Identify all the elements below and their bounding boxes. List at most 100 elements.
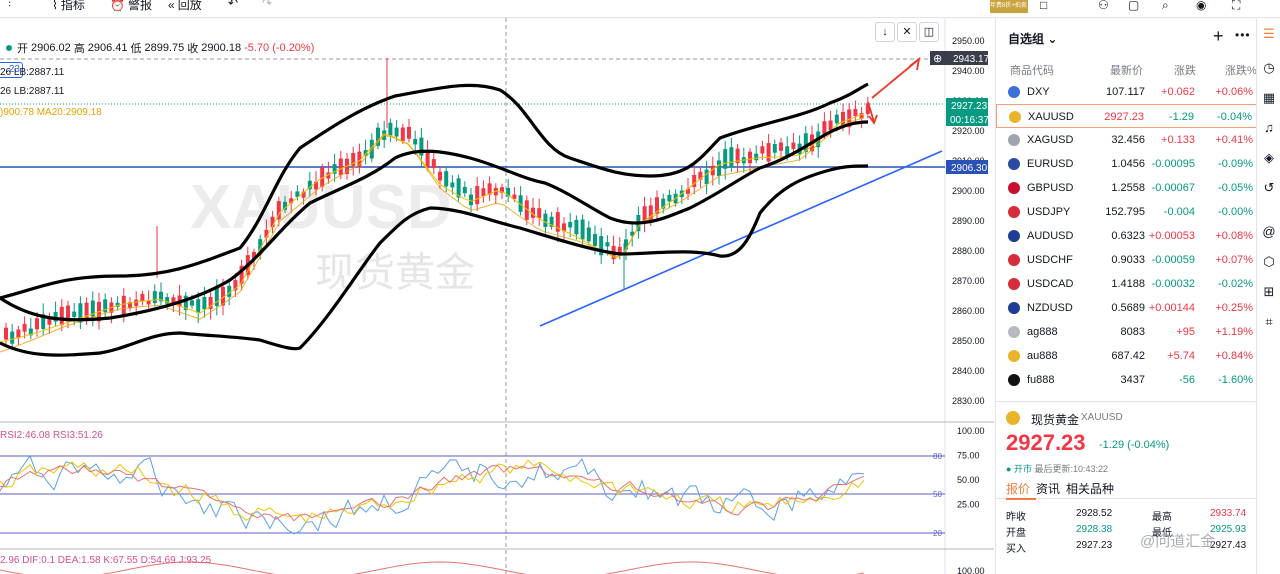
close-pane-icon[interactable]: ✕ <box>897 22 917 42</box>
replay-label: 回放 <box>177 0 202 12</box>
sell-value: 2927.43 <box>1210 540 1247 551</box>
row-percent: -0.09% <box>1218 158 1253 170</box>
open-label: 开 <box>17 43 28 55</box>
ohlc-legend: 开 2906.02 高 2906.41 低 2899.75 收 2900.18 -5.7… <box>0 40 314 56</box>
watchlist-row-nzdusd[interactable]: NZDUSD 0.5689 +0.00144 +0.25% <box>996 296 1257 320</box>
row-last: 32.456 <box>1111 134 1145 146</box>
bell-icon[interactable]: ♫ <box>1264 120 1274 135</box>
watchlist-row-ag888[interactable]: ag888 8083 +95 +1.19% <box>996 320 1257 344</box>
redo-icon[interactable]: ↷ <box>262 0 273 10</box>
trendline[interactable] <box>539 150 943 327</box>
row-change: +0.062 <box>1161 86 1195 98</box>
add-symbol-icon[interactable]: + <box>1213 26 1224 46</box>
row-change: -0.00032 <box>1151 278 1195 290</box>
rsi-tick: 100.00 <box>957 426 985 436</box>
indicators-label: 指标 <box>60 0 85 12</box>
replay-button[interactable]: « 回放 <box>168 0 202 13</box>
col-code[interactable]: 商品代码 <box>1010 65 1054 77</box>
buy-label: 买入 <box>1006 544 1026 555</box>
tab-quote[interactable]: 报价 <box>1006 482 1031 496</box>
row-percent: -1.60% <box>1218 374 1253 386</box>
ma-legend-text: )900.78 MA20:2909.18 <box>0 107 102 118</box>
indicators-button[interactable]: ⌇ 指标 <box>52 0 85 13</box>
watchlist-title[interactable]: 自选组 ⌄ <box>1008 30 1057 47</box>
candlestick-series <box>4 58 870 350</box>
watchlist-row-dxy[interactable]: DXY 107.117 +0.062 +0.06% <box>996 80 1257 104</box>
chart-type-icon[interactable]: ⫶ <box>8 0 12 10</box>
tab-related[interactable]: 相关品种 <box>1066 482 1115 496</box>
at-icon[interactable]: @ <box>1262 224 1276 239</box>
watchlist-columns: 商品代码 最新价 涨跌 涨跌% <box>996 60 1257 78</box>
history-icon[interactable]: ↺ <box>1263 180 1275 195</box>
low-label: 低 <box>130 43 142 55</box>
watchlist-row-audusd[interactable]: AUDUSD 0.6323 +0.00053 +0.08% <box>996 224 1257 248</box>
col-pct[interactable]: 涨跌% <box>1225 65 1257 77</box>
row-last: 3437 <box>1120 374 1145 386</box>
row-symbol: fu888 <box>1027 374 1055 386</box>
rsi-tick: 50.00 <box>957 475 980 485</box>
tab-news[interactable]: 资讯 <box>1036 482 1061 496</box>
flag-icon <box>1008 182 1020 194</box>
scroll-down-icon[interactable]: ↓ <box>875 22 895 42</box>
flag-icon <box>1008 326 1020 338</box>
calendar-icon[interactable]: ▦ <box>1262 90 1276 105</box>
row-last: 0.6323 <box>1111 230 1145 242</box>
watchlist-icon[interactable]: ☰ <box>1263 26 1275 41</box>
watchlist-row-xauusd[interactable]: XAUUSD 2927.23 -1.29 -0.04% <box>996 104 1257 128</box>
alert-label: 警报 <box>127 0 152 12</box>
chart-canvas[interactable]: XAUUSD 现货黄金 2950.002940.002930.002920.00… <box>0 18 994 574</box>
indicator-value-tag[interactable]: .23 <box>0 62 23 78</box>
watchlist-row-usdchf[interactable]: USDCHF 0.9033 -0.00059 +0.07% <box>996 248 1257 272</box>
watchlist-row-eurusd[interactable]: EURUSD 1.0456 -0.00095 -0.09% <box>996 152 1257 176</box>
col-chg[interactable]: 涨跌 <box>1174 65 1196 77</box>
detail-tabs: 报价 资讯 相关品种 <box>1006 480 1114 497</box>
rsi-level: 80 <box>933 452 942 461</box>
watchlist-row-au888[interactable]: au888 687.42 +5.74 +0.84% <box>996 344 1257 368</box>
price-tick: 2830.00 <box>952 396 985 406</box>
more-icon[interactable]: ••• <box>1235 28 1251 42</box>
camera-icon[interactable]: ◉ <box>1196 0 1207 12</box>
row-change: -0.00067 <box>1151 182 1195 194</box>
price-tick: 2890.00 <box>952 216 985 226</box>
promo-banner[interactable]: 年费8折+拍卖新规 <box>990 0 1028 13</box>
watchlist-row-usdjpy[interactable]: USDJPY 152.795 -0.004 -0.00% <box>996 200 1257 224</box>
cube-icon[interactable]: ⬡ <box>1263 254 1275 269</box>
scan-icon[interactable]: ⌗ <box>1265 314 1273 329</box>
price-tick: 2900.00 <box>952 186 985 196</box>
undo-icon[interactable]: ↶ <box>228 0 239 10</box>
rsi-tick: 25.00 <box>957 500 980 510</box>
grid-icon[interactable]: ⊞ <box>1263 284 1275 299</box>
row-symbol: GBPUSD <box>1027 182 1074 194</box>
col-last[interactable]: 最新价 <box>1110 65 1143 77</box>
watchlist-row-usdcad[interactable]: USDCAD 1.4188 -0.00032 -0.02% <box>996 272 1257 296</box>
row-last: 2927.23 <box>1104 111 1144 123</box>
people-icon[interactable]: ⚇ <box>1098 0 1109 12</box>
watchlist-row-fu888[interactable]: fu888 3437 -56 -1.60% <box>996 368 1257 392</box>
market-status: ● 开市 最后更新:10:43:22 <box>1006 462 1108 475</box>
chart-panel[interactable]: XAUUSD 现货黄金 2950.002940.002930.002920.00… <box>0 18 994 574</box>
flag-icon <box>1008 230 1020 242</box>
price-tick: 2840.00 <box>952 366 985 376</box>
square-icon[interactable]: □ <box>1040 0 1048 12</box>
search-icon[interactable]: ⌕ <box>1162 0 1169 12</box>
chat-icon[interactable]: ▢ <box>1128 0 1140 12</box>
low-value-detail: 2925.93 <box>1210 524 1247 535</box>
row-symbol: XAUUSD <box>1028 111 1074 123</box>
price-axis[interactable]: 2950.002940.002930.002920.002910.002900.… <box>952 36 985 406</box>
last-price-text: 2927.23 <box>951 101 988 112</box>
row-symbol: AUDUSD <box>1027 230 1074 242</box>
add-price-icon[interactable]: ⊕ <box>933 53 942 65</box>
row-change: +0.00144 <box>1148 302 1195 314</box>
row-symbol: au888 <box>1027 350 1058 362</box>
watchlist-row-xagusd[interactable]: XAGUSD 32.456 +0.133 +0.41% <box>996 128 1257 152</box>
watchlist-row-gbpusd[interactable]: GBPUSD 1.2558 -0.00067 -0.05% <box>996 176 1257 200</box>
row-change: +95 <box>1176 326 1195 338</box>
fullscreen-icon[interactable]: ⛶ <box>1232 0 1241 12</box>
layers-icon[interactable]: ◈ <box>1264 150 1274 165</box>
alert-button[interactable]: ⏰ 警报 <box>110 0 152 13</box>
clock-icon[interactable]: ◷ <box>1263 60 1275 75</box>
rsi-level: 50 <box>933 490 942 499</box>
maximize-pane-icon[interactable]: ◫ <box>919 22 939 42</box>
signature-watermark: @问道汇金 <box>1140 533 1216 550</box>
crosshair-price-text: 2943.17 <box>953 54 990 65</box>
